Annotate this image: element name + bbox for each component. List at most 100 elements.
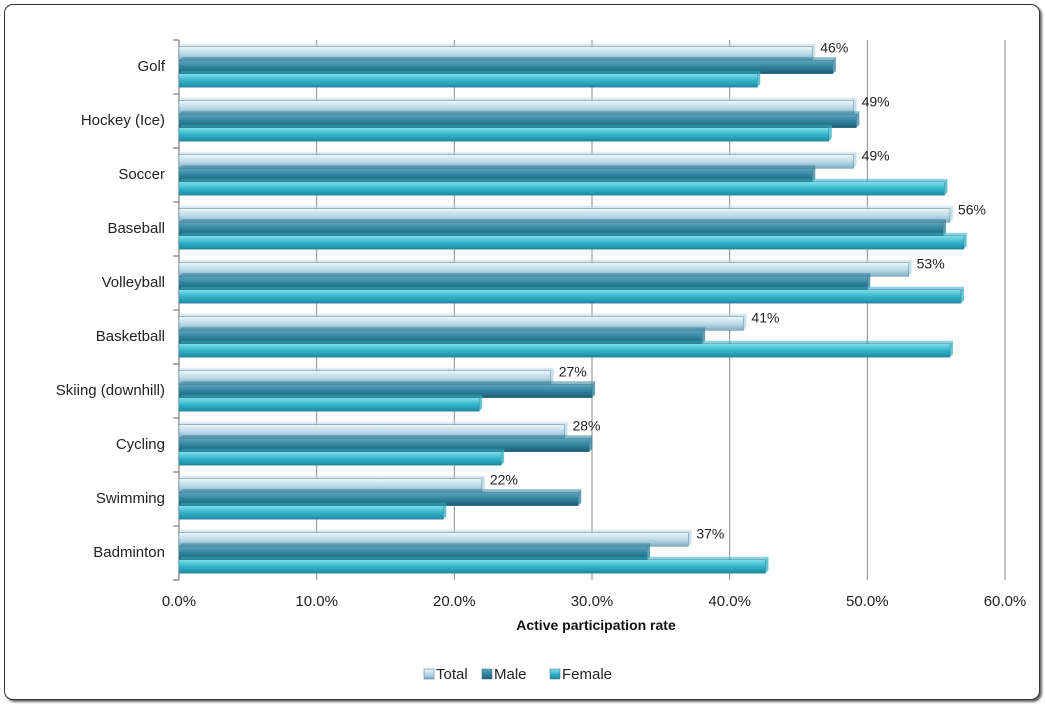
bar-total-golf-top (179, 43, 816, 47)
bar-female-baseball (178, 235, 964, 250)
bar-female-skiing-downhill-side (479, 394, 483, 412)
bar-total-baseball-top (179, 205, 953, 209)
bar-total-basketball-top (179, 313, 747, 317)
legend: Total Male Female (423, 666, 612, 683)
data-label: 37% (696, 525, 724, 541)
legend-label-male: Male (494, 666, 527, 683)
x-axis-title: Active participation rate (516, 617, 676, 633)
bar-male-soccer-side (812, 165, 816, 182)
bar-female-cycling-side (501, 448, 505, 466)
bar-female-swimming (178, 505, 444, 520)
x-tick-label: 30.0% (571, 593, 614, 610)
data-label: 49% (862, 93, 890, 109)
y-category-label: Badminton (93, 544, 165, 561)
bar-female-golf-top (179, 70, 761, 74)
bar-male-volleyball-side (867, 273, 871, 290)
data-label: 27% (559, 363, 587, 379)
bar-male-baseball-top (179, 219, 947, 223)
bar-male-golf-top (179, 57, 836, 61)
bar-female-basketball-top (179, 340, 953, 344)
bar-male-skiing-downhill-side (592, 381, 595, 398)
y-category-label: Baseball (107, 220, 165, 237)
x-tick-label: 50.0% (846, 593, 889, 610)
bar-male-basketball-side (702, 327, 706, 344)
bar-total-swimming-side (481, 475, 485, 493)
bar-male-badminton-top (179, 543, 651, 547)
bar-female-baseball-top (179, 232, 967, 236)
data-label: 22% (490, 471, 518, 487)
bar-female-volleyball (178, 289, 962, 304)
x-tick-label: 20.0% (433, 593, 476, 610)
y-category-label: Basketball (96, 328, 165, 345)
bar-female-swimming-top (179, 502, 447, 506)
bar-female-volleyball-side (960, 286, 964, 304)
bar-total-badminton-top (179, 529, 692, 533)
bar-female-swimming-side (443, 502, 447, 520)
bars (178, 43, 967, 574)
bar-male-skiing-downhill-top (179, 381, 595, 385)
bar-female-baseball-side (963, 232, 967, 250)
data-label: 53% (917, 255, 945, 271)
bar-male-golf-side (832, 57, 836, 74)
bar-female-golf (178, 73, 758, 88)
bar-male-badminton-side (647, 543, 651, 560)
bar-total-basketball-side (743, 313, 747, 331)
bar-total-badminton-side (688, 529, 692, 547)
bar-total-swimming-top (179, 475, 485, 479)
bar-male-cycling-top (179, 435, 593, 439)
bar-male-cycling-side (589, 435, 593, 452)
data-label: 56% (958, 201, 986, 217)
bar-female-basketball-side (949, 340, 953, 358)
legend-swatch-male (481, 668, 493, 680)
y-category-label: Golf (137, 58, 165, 75)
bar-total-cycling-side (564, 421, 568, 439)
data-label: 41% (751, 309, 779, 325)
x-tick-label: 40.0% (708, 593, 751, 610)
bar-total-golf-side (812, 43, 816, 61)
bar-total-baseball-side (949, 205, 953, 223)
legend-swatch-female (549, 668, 561, 680)
bar-female-badminton-side (765, 556, 769, 574)
bar-male-swimming-top (179, 489, 582, 493)
bar-female-skiing-downhill-top (179, 394, 483, 398)
x-tick-label: 60.0% (984, 593, 1027, 610)
bar-female-cycling (178, 451, 502, 466)
bar-female-cycling-top (179, 448, 505, 452)
y-category-label: Skiing (downhill) (56, 382, 165, 399)
bar-total-skiing-downhill-top (179, 367, 554, 371)
bar-female-badminton (178, 559, 766, 574)
data-label: 46% (820, 39, 848, 55)
bar-total-soccer-top (179, 151, 857, 155)
axes (173, 39, 180, 581)
bar-female-badminton-top (179, 556, 769, 560)
bar-female-hockey-ice (178, 127, 829, 142)
bar-total-volleyball-side (908, 259, 912, 277)
y-category-label: Cycling (116, 436, 165, 453)
data-label: 49% (862, 147, 890, 163)
bar-male-hockey-ice-side (856, 111, 860, 128)
bar-male-volleyball-top (179, 273, 871, 277)
bar-total-hockey-ice-side (853, 97, 857, 115)
bar-male-basketball-top (179, 327, 706, 331)
data-label: 28% (572, 417, 600, 433)
bar-male-baseball-side (943, 219, 947, 236)
y-category-label: Soccer (118, 166, 165, 183)
labels: 0.0% 10.0% 20.0% 30.0% 40.0% 50.0% 60.0% Golf 46… (56, 39, 1026, 610)
y-category-label: Swimming (96, 490, 165, 507)
x-tick-label: 0.0% (162, 593, 196, 610)
bar-total-hockey-ice-top (179, 97, 857, 101)
legend-swatch-total (423, 668, 435, 680)
bar-female-soccer-top (179, 178, 948, 182)
x-tick-label: 10.0% (295, 593, 338, 610)
bar-total-cycling-top (179, 421, 568, 425)
bar-female-soccer (178, 181, 945, 196)
bar-male-swimming-side (578, 489, 582, 506)
bar-female-soccer-side (944, 178, 948, 196)
y-category-label: Hockey (Ice) (81, 112, 165, 129)
bar-female-hockey-ice-top (179, 124, 832, 128)
bar-total-skiing-downhill-side (550, 367, 554, 385)
bar-female-volleyball-top (179, 286, 964, 290)
bar-female-hockey-ice-side (828, 124, 832, 142)
bar-female-basketball (178, 343, 951, 358)
